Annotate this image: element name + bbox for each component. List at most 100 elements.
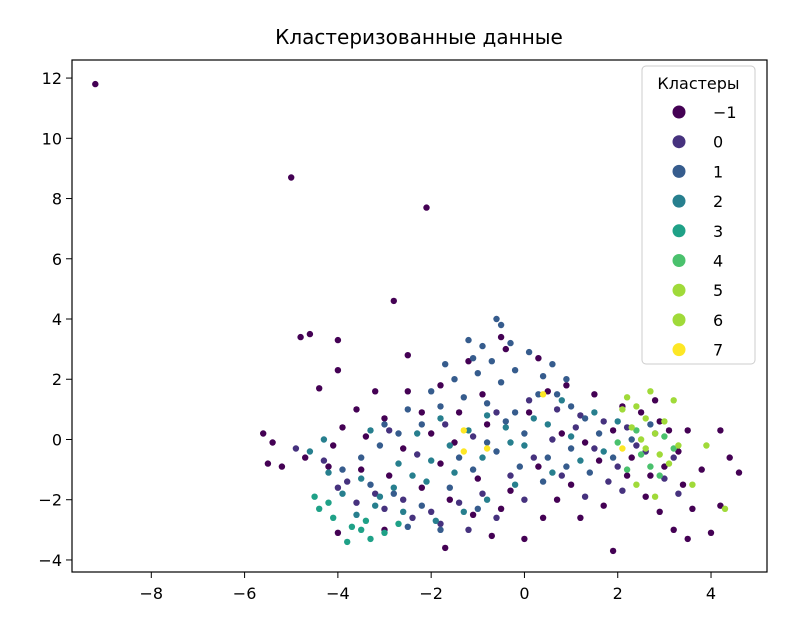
data-point-cluster-0-44 — [642, 493, 649, 500]
data-point-cluster-0-51 — [446, 496, 453, 503]
data-point-cluster-0-7 — [334, 367, 342, 374]
data-point-cluster-3-3 — [353, 511, 360, 518]
data-point-cluster-1-28 — [386, 427, 393, 434]
data-point-cluster-0-50 — [469, 511, 477, 518]
data-point-cluster-7-1 — [460, 448, 467, 455]
data-point-cluster-1-22 — [465, 526, 472, 533]
data-point-cluster-5-2 — [656, 472, 663, 479]
data-point-cluster-6-17 — [651, 493, 659, 500]
data-point-cluster-3-28 — [423, 478, 430, 485]
data-point-cluster-0-39 — [637, 409, 645, 416]
data-point-cluster-3-11 — [502, 424, 509, 431]
data-point-cluster-5-4 — [633, 427, 640, 434]
data-point-cluster-0-37 — [563, 382, 570, 389]
data-point-cluster-3-10 — [483, 412, 491, 419]
data-point-cluster-0-21 — [670, 526, 677, 533]
data-point-cluster-5-7 — [623, 466, 631, 473]
data-point-cluster-1-1 — [320, 457, 328, 464]
data-point-cluster-0-8 — [316, 385, 323, 392]
data-point-cluster-0-25 — [726, 454, 733, 461]
data-point-cluster-4-3 — [367, 535, 374, 543]
legend-marker — [672, 164, 686, 178]
data-point-cluster-1-20 — [521, 496, 528, 503]
data-point-cluster-0-82 — [544, 388, 551, 395]
data-point-cluster-2-2 — [465, 336, 472, 344]
data-point-cluster-0-56 — [302, 454, 309, 461]
data-point-cluster-3-37 — [320, 436, 328, 443]
data-point-cluster-2-22 — [418, 421, 425, 428]
data-point-cluster-1-30 — [442, 421, 449, 428]
data-point-cluster-0-18 — [521, 535, 528, 543]
data-point-cluster-0-12 — [264, 460, 272, 467]
y-tick-label: 4 — [52, 310, 62, 329]
data-point-cluster-0-42 — [595, 457, 603, 464]
data-point-cluster-4-0 — [316, 505, 323, 512]
data-point-cluster-2-24 — [376, 442, 384, 449]
data-point-cluster-1-24 — [409, 514, 416, 521]
data-point-cluster-1-25 — [381, 505, 388, 512]
data-point-cluster-3-23 — [432, 517, 439, 524]
x-axis: −8 −6 −4 −2 0 2 4 — [139, 572, 716, 603]
y-tick-label: 8 — [52, 190, 62, 209]
data-point-cluster-0-71 — [535, 463, 542, 470]
data-point-cluster-2-10 — [539, 373, 547, 380]
data-point-cluster-1-23 — [437, 520, 444, 527]
y-tick-label: 10 — [42, 129, 62, 148]
data-point-cluster-1-13 — [614, 463, 621, 470]
data-point-cluster-0-32 — [465, 358, 472, 365]
data-point-cluster-0-77 — [330, 442, 337, 449]
data-point-cluster-2-25 — [358, 454, 365, 461]
y-tick-label: −2 — [38, 491, 62, 510]
data-point-cluster-2-41 — [483, 439, 491, 446]
legend-label: 5 — [713, 281, 723, 300]
data-point-cluster-3-30 — [479, 454, 486, 461]
data-point-cluster-1-39 — [661, 475, 668, 482]
plot-frame — [71, 59, 768, 573]
data-point-cluster-2-33 — [516, 463, 523, 470]
data-point-cluster-4-6 — [325, 499, 332, 506]
data-point-cluster-2-11 — [553, 391, 561, 398]
data-point-cluster-3-0 — [306, 448, 314, 455]
data-point-cluster-0-79 — [651, 397, 659, 404]
data-point-cluster-4-9 — [395, 520, 402, 527]
data-point-cluster-6-9 — [619, 406, 626, 413]
data-point-cluster-4-4 — [358, 526, 365, 533]
data-point-cluster-3-21 — [483, 496, 491, 503]
data-point-cluster-1-6 — [455, 499, 463, 506]
data-point-cluster-0-70 — [567, 481, 575, 488]
data-point-cluster-0-28 — [353, 406, 360, 413]
data-point-cluster-2-35 — [563, 463, 570, 470]
data-point-cluster-6-7 — [628, 424, 635, 431]
data-point-cluster-0-85 — [600, 502, 607, 509]
legend-label: 0 — [713, 133, 723, 152]
data-point-cluster-1-40 — [675, 490, 682, 497]
points-layer — [92, 80, 743, 555]
data-point-cluster-2-49 — [381, 421, 388, 428]
data-point-cluster-0-33 — [455, 409, 463, 416]
data-point-cluster-0-2 — [423, 204, 430, 211]
data-point-cluster-1-37 — [623, 424, 631, 431]
x-tick-label: −2 — [419, 584, 443, 603]
data-point-cluster-2-52 — [474, 505, 481, 512]
data-point-cluster-2-42 — [511, 409, 519, 416]
data-point-cluster-2-27 — [367, 481, 374, 488]
data-point-cluster-3-20 — [511, 481, 519, 488]
data-point-cluster-1-35 — [577, 412, 584, 419]
data-point-cluster-1-33 — [525, 397, 533, 404]
data-point-cluster-2-13 — [581, 415, 589, 422]
data-point-cluster-0-31 — [437, 382, 444, 389]
data-point-cluster-2-14 — [595, 430, 603, 437]
data-point-cluster-1-36 — [600, 418, 607, 425]
data-point-cluster-3-13 — [544, 421, 551, 428]
data-point-cluster-6-12 — [642, 445, 649, 452]
data-point-cluster-4-1 — [330, 514, 337, 521]
data-point-cluster-3-14 — [567, 433, 575, 440]
data-point-cluster-0-48 — [539, 514, 547, 521]
legend-marker — [672, 194, 686, 208]
data-point-cluster-2-7 — [474, 370, 481, 377]
data-point-cluster-2-8 — [451, 376, 458, 383]
data-point-cluster-2-5 — [525, 348, 533, 356]
data-point-cluster-3-34 — [437, 415, 444, 422]
data-point-cluster-6-4 — [637, 436, 645, 443]
data-point-cluster-0-30 — [404, 388, 411, 395]
